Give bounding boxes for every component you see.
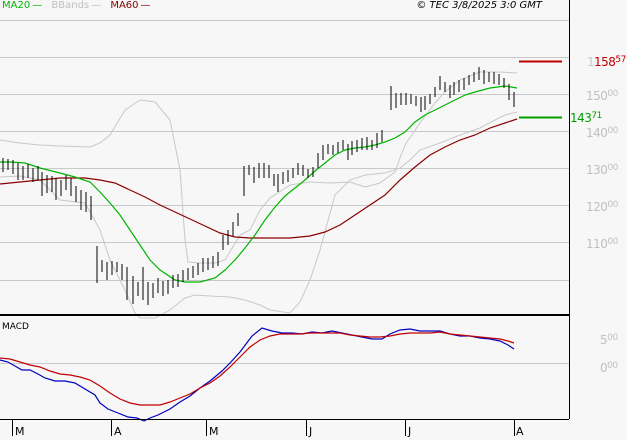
x-label-jun: J [309,425,313,438]
y-label-120: 12000 [586,200,618,214]
legend-ma20: MA20 [2,0,31,11]
macd-y-label-5: 500 [600,333,618,347]
copyright-timestamp: © TEC 3/8/2025 3:0 GMT [416,0,542,11]
y-label-partial: 1 [587,55,595,69]
legend-bbands: BBands [51,0,90,11]
x-label-jul: J [408,425,412,438]
y-label-130: 13000 [586,163,618,177]
price-gridlines [0,20,569,281]
legend-ma60: MA60 [110,0,139,11]
x-label-aug: A [516,425,524,438]
chart-legend: MA20— BBands — MA60— [2,0,151,11]
macd-y-label-0: 000 [600,361,618,375]
y-label-150: 15000 [586,89,618,103]
y-label-110: 11000 [586,237,618,251]
ma20-line [0,85,518,283]
x-label-mar: M [15,425,25,438]
ma60-line [0,118,518,239]
macd-line [0,327,515,422]
macd-title: MACD [2,322,29,332]
x-label-apr: A [114,425,122,438]
y-label-140: 14000 [586,126,618,140]
bollinger-bands [0,71,518,319]
high-marker-label: 15857 [594,55,626,69]
low-marker-label: 14371 [570,111,602,125]
x-ticks [12,420,515,436]
signal-line [0,331,515,406]
x-label-may: M [209,425,219,438]
ohlc-bars [2,67,515,305]
